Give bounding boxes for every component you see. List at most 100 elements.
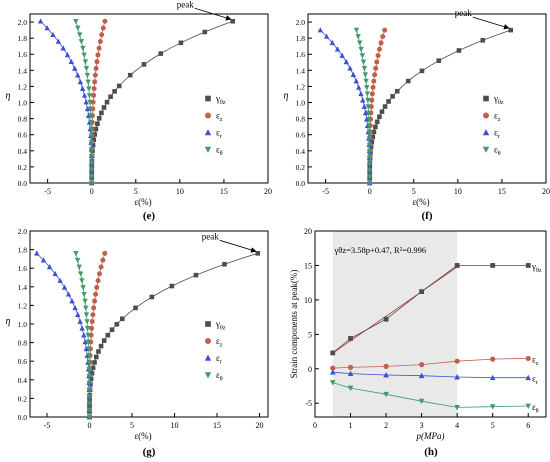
data-point-theta [358,46,364,53]
data-point-theta [360,59,367,65]
panel-f: -5 0 5 10 15 20 0.0 0.2 0.4 0.6 0.8 1.0 1.2 1.4 1.6 1.8… [284,8,550,222]
data-point-theta [88,167,95,173]
data-point-gamma [92,132,97,137]
legend-symbol: γ [215,319,220,329]
data-point-theta [364,85,370,91]
series-line-gamma [89,252,258,417]
data-point-gamma [108,94,113,100]
y-tick-label: 1.8 [296,34,306,43]
data-point-r [82,339,88,345]
data-point-z [419,362,425,368]
plot-frame [314,230,547,418]
y-tick-label: 10 [304,296,312,305]
series-gamma: γθz [330,261,542,356]
data-point-theta [366,167,373,174]
y-tick-label: 2.0 [18,18,28,27]
data-point-z [93,291,99,297]
data-point-theta [366,123,372,129]
y-tick-label: 0.2 [18,163,28,172]
data-point-theta [366,129,373,135]
data-point-gamma [112,89,117,94]
data-point-theta [73,18,79,25]
legend-subscript: θz [220,326,226,332]
series-label-symbol: ε [532,402,536,412]
x-axis-label: ε(%) [134,197,151,207]
data-point-z [382,27,388,33]
data-point-r [60,45,66,51]
y-tick-label: 2.0 [18,227,28,236]
data-point-gamma [98,343,104,349]
legend-marker-r [204,354,212,361]
x-tick-label: 2 [384,421,388,430]
data-point-theta [366,136,373,142]
x-tick-label: 10 [454,187,462,196]
data-point-r [34,250,40,256]
plot-frame [29,13,269,184]
data-point-theta [86,366,92,373]
data-point-gamma [330,350,336,356]
data-point-r [356,84,362,90]
x-tick-label: 1 [349,421,353,430]
data-point-theta [84,319,90,325]
data-point-gamma [149,294,155,300]
data-point-gamma [490,263,496,268]
data-point-z [372,72,378,78]
series-gamma [367,27,514,186]
data-point-r [361,103,368,109]
data-point-r [77,318,83,324]
x-tick-label: 15 [498,187,506,196]
data-point-theta [359,53,366,59]
data-point-r [347,370,354,376]
data-point-theta [329,380,336,386]
x-tick-label: -5 [44,421,51,430]
y-tick-label: 0.0 [18,179,28,188]
legend-symbol: ε [216,353,220,363]
data-point-gamma [91,137,97,143]
data-point-r [84,105,91,112]
y-tick-label: 1.6 [18,264,28,273]
legend-symbol: ε [216,111,220,121]
data-point-r [383,371,389,378]
y-tick-label: 1.0 [18,320,28,329]
data-point-r [44,25,50,31]
x-tick-label: 10 [171,421,179,430]
data-point-theta [366,116,372,123]
data-point-r [317,27,324,33]
data-point-z [370,84,376,90]
y-tick-label: 0.6 [18,357,28,366]
y-axis-label: η [284,91,289,102]
legend-label-z: εz [494,111,501,124]
data-point-gamma [96,349,101,354]
panel-h: 0 1 2 3 4 5 6 -5 0 5 10 15 20 p(MPa) Strain components… [289,227,547,458]
data-point-z [374,59,380,65]
data-point-theta [86,387,93,393]
legend-marker-theta [482,146,490,153]
data-point-z [380,33,386,39]
y-tick-label: 0.0 [18,413,28,422]
legend-symbol: ε [494,145,498,155]
data-point-r [52,270,58,277]
data-point-theta [489,404,496,410]
data-point-theta [355,34,361,40]
y-tick-label: 0.4 [18,147,28,156]
x-axis-label: ε(%) [134,431,151,441]
legend-subscript: r [220,360,222,366]
data-point-theta [86,360,92,366]
data-point-theta [89,173,95,180]
data-point-gamma [230,18,236,24]
data-point-z [371,78,377,84]
data-point-gamma [255,251,261,256]
data-point-theta [86,373,93,379]
data-point-theta [347,385,354,392]
data-point-z [375,53,381,59]
y-tick-label: 1.0 [18,99,28,108]
data-point-gamma [368,145,374,150]
data-point-gamma [105,332,111,338]
data-point-r [37,18,44,24]
data-point-gamma [508,27,514,33]
data-point-theta [365,104,371,110]
legend-subscript: θ [498,151,501,157]
data-point-theta [86,353,92,359]
data-point-z [330,365,336,371]
data-point-z [89,325,95,331]
